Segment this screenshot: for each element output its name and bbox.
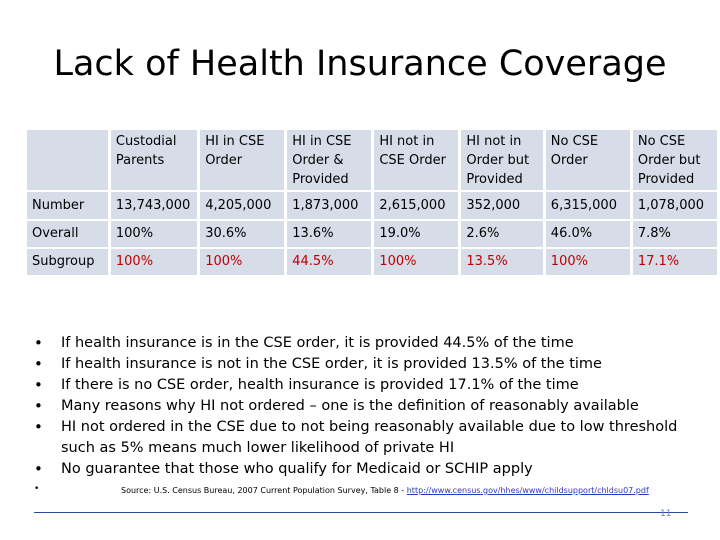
table-cell: 1,078,000 bbox=[632, 192, 717, 219]
bullet-list: • If health insurance is in the CSE order… bbox=[34, 333, 694, 500]
bullet-dot-icon: • bbox=[34, 418, 43, 436]
table-cell: 100% bbox=[110, 221, 198, 247]
bullet-item: • Many reasons why HI not ordered – one i… bbox=[34, 396, 694, 417]
table-header-cell: No CSE Order but Provided bbox=[632, 130, 717, 190]
bullet-item: • If health insurance is in the CSE order… bbox=[34, 333, 694, 354]
page-number: 11 bbox=[660, 509, 672, 519]
table-cell-highlight: 17.1% bbox=[632, 249, 717, 275]
bullet-text: Many reasons why HI not ordered – one is… bbox=[61, 398, 639, 414]
data-table: Custodial Parents HI in CSE Order HI in … bbox=[24, 128, 720, 277]
table-cell: 2.6% bbox=[461, 221, 543, 247]
bullet-item: • If health insurance is not in the CSE o… bbox=[34, 354, 694, 375]
table-header-cell bbox=[27, 130, 108, 190]
bullet-dot-icon: • bbox=[34, 460, 43, 478]
table-cell-highlight: 44.5% bbox=[287, 249, 372, 275]
table-cell-highlight: 100% bbox=[200, 249, 285, 275]
source-item: • Source: U.S. Census Bureau, 2007 Curren… bbox=[34, 480, 694, 500]
source-link[interactable]: http://www.census.gov/hhes/www/childsupp… bbox=[406, 486, 649, 495]
bullet-dot-icon: • bbox=[34, 355, 43, 373]
table-row: Overall 100% 30.6% 13.6% 19.0% 2.6% 46.0… bbox=[27, 221, 717, 247]
bullet-item: • If there is no CSE order, health insura… bbox=[34, 375, 694, 396]
table-cell-highlight: 100% bbox=[374, 249, 459, 275]
table-cell: 4,205,000 bbox=[200, 192, 285, 219]
table-header-row: Custodial Parents HI in CSE Order HI in … bbox=[27, 130, 717, 190]
table-header-cell: HI not in CSE Order bbox=[374, 130, 459, 190]
slide-title: Lack of Health Insurance Coverage bbox=[53, 44, 667, 84]
table-cell: 46.0% bbox=[545, 221, 630, 247]
bullet-item: • HI not ordered in the CSE due to not be… bbox=[34, 417, 694, 459]
table-cell: 30.6% bbox=[200, 221, 285, 247]
table-header-cell: HI not in Order but Provided bbox=[461, 130, 543, 190]
footer-divider bbox=[34, 512, 688, 513]
bullet-dot-icon: • bbox=[34, 484, 40, 494]
bullet-item: • No guarantee that those who qualify for… bbox=[34, 459, 694, 480]
table-cell: 7.8% bbox=[632, 221, 717, 247]
table-cell: 6,315,000 bbox=[545, 192, 630, 219]
bullet-dot-icon: • bbox=[34, 334, 43, 352]
table-row: Number 13,743,000 4,205,000 1,873,000 2,… bbox=[27, 192, 717, 219]
table-header-cell: No CSE Order bbox=[545, 130, 630, 190]
bullet-text: If health insurance is in the CSE order,… bbox=[61, 335, 574, 351]
bullet-dot-icon: • bbox=[34, 397, 43, 415]
source-text: Source: U.S. Census Bureau, 2007 Current… bbox=[121, 486, 649, 495]
bullet-dot-icon: • bbox=[34, 376, 43, 394]
table-cell: 19.0% bbox=[374, 221, 459, 247]
bullet-text: No guarantee that those who qualify for … bbox=[61, 461, 533, 477]
row-label-number: Number bbox=[27, 192, 108, 219]
table-cell: 13.6% bbox=[287, 221, 372, 247]
table-row: Subgroup 100% 100% 44.5% 100% 13.5% 100%… bbox=[27, 249, 717, 275]
table-header-cell: HI in CSE Order & Provided bbox=[287, 130, 372, 190]
bullet-text: If health insurance is not in the CSE or… bbox=[61, 356, 602, 372]
table-cell: 2,615,000 bbox=[374, 192, 459, 219]
table-cell-highlight: 100% bbox=[545, 249, 630, 275]
bullet-text: HI not ordered in the CSE due to not bei… bbox=[61, 419, 678, 456]
table-cell: 13,743,000 bbox=[110, 192, 198, 219]
table-cell: 1,873,000 bbox=[287, 192, 372, 219]
bullet-text: If there is no CSE order, health insuran… bbox=[61, 377, 579, 393]
row-label-overall: Overall bbox=[27, 221, 108, 247]
table-cell-highlight: 100% bbox=[110, 249, 198, 275]
table-cell: 352,000 bbox=[461, 192, 543, 219]
row-label-subgroup: Subgroup bbox=[27, 249, 108, 275]
table-header-cell: HI in CSE Order bbox=[200, 130, 285, 190]
source-label: Source: U.S. Census Bureau, 2007 Current… bbox=[121, 486, 407, 495]
table-header-cell: Custodial Parents bbox=[110, 130, 198, 190]
table-cell-highlight: 13.5% bbox=[461, 249, 543, 275]
